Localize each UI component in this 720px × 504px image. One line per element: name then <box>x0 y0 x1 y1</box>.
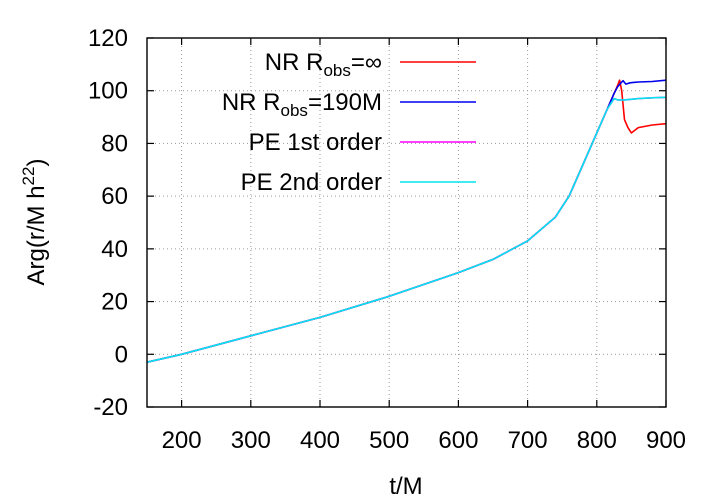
x-tick-label: 500 <box>369 427 409 454</box>
y-tick-label: 0 <box>115 341 128 368</box>
y-tick-label: 120 <box>88 25 128 52</box>
x-tick-label: 800 <box>577 427 617 454</box>
y-tick-label: 100 <box>88 78 128 105</box>
y-tick-label: 40 <box>101 236 128 263</box>
grid <box>147 38 666 407</box>
legend-label-nr-190m: NR Robs=190M <box>222 89 382 120</box>
series-line-pe-1st <box>146 96 667 363</box>
legend: NR Robs=∞ NR Robs=190M PE 1st order PE 2… <box>222 49 476 196</box>
y-tick-label: 60 <box>101 183 128 210</box>
x-tick-label: 200 <box>162 427 202 454</box>
y-tick-label: 80 <box>101 130 128 157</box>
y-tick-labels: -20 0 20 40 60 80 100 120 <box>88 25 128 421</box>
plot-frame <box>146 37 667 408</box>
series-line-nr-190m <box>146 79 667 363</box>
x-axis-label: t/M <box>389 473 422 500</box>
legend-label-pe-2nd: PE 2nd order <box>241 169 382 196</box>
x-tick-label: 300 <box>231 427 271 454</box>
x-tick-label: 900 <box>646 427 686 454</box>
series-line-nr-inf <box>146 79 667 363</box>
x-tick-labels: 200 300 400 500 600 700 800 900 <box>162 427 686 454</box>
series-line-pe-2nd <box>146 96 667 363</box>
x-tick-label: 600 <box>438 427 478 454</box>
x-tick-label: 700 <box>508 427 548 454</box>
y-tick-label: -20 <box>93 394 128 421</box>
x-tick-label: 400 <box>300 427 340 454</box>
y-axis-label: Arg(r/M h22) <box>19 159 50 286</box>
y-tick-label: 20 <box>101 289 128 316</box>
legend-label-nr-inf: NR Robs=∞ <box>265 49 382 80</box>
series-lines <box>146 79 667 363</box>
axis-ticks <box>147 37 667 408</box>
legend-label-pe-1st: PE 1st order <box>249 129 382 156</box>
